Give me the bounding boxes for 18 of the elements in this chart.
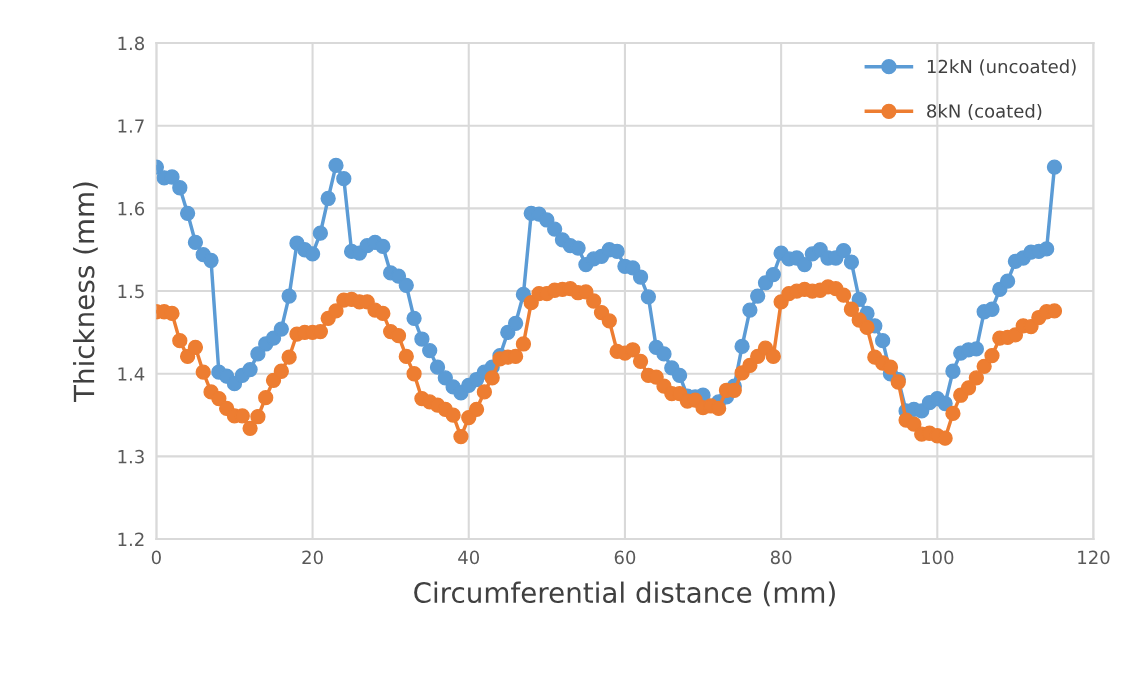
y-tick-label: 1.2 bbox=[118, 532, 144, 546]
legend-label: 12kN (uncoated) bbox=[927, 59, 1076, 76]
x-tick-label: 60 bbox=[614, 550, 636, 565]
y-tick-label: 1.6 bbox=[118, 201, 145, 216]
x-tick-label: 80 bbox=[770, 550, 792, 565]
x-tick-label: 100 bbox=[922, 550, 954, 565]
y-tick-label: 1.5 bbox=[118, 284, 144, 299]
x-tick-label: 120 bbox=[1078, 550, 1110, 565]
y-tick-label: 1.7 bbox=[118, 119, 144, 133]
y-tick-label: 1.4 bbox=[118, 367, 145, 381]
x-axis-title: Circumferential distance (mm) bbox=[414, 581, 835, 607]
x-tick-label: 20 bbox=[302, 550, 323, 565]
y-tick-label: 1.8 bbox=[118, 36, 145, 51]
y-axis-title: Thickness (mm) bbox=[73, 182, 98, 403]
x-tick-label: 40 bbox=[458, 550, 480, 565]
y-tick-label: 1.3 bbox=[118, 449, 144, 464]
legend-label: 8kN (coated) bbox=[927, 103, 1042, 120]
x-tick-label: 0 bbox=[151, 550, 161, 565]
